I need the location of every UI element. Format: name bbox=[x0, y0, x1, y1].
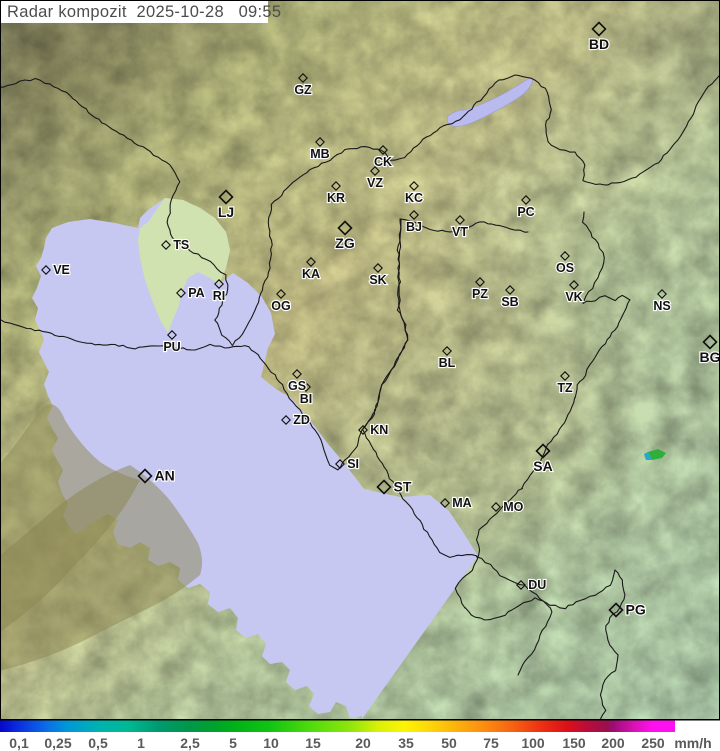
svg-text:1: 1 bbox=[137, 735, 145, 751]
svg-text:AN: AN bbox=[155, 468, 175, 484]
svg-text:SA: SA bbox=[533, 458, 552, 474]
svg-text:ZG: ZG bbox=[335, 235, 355, 251]
svg-text:0,25: 0,25 bbox=[44, 735, 71, 751]
svg-text:MA: MA bbox=[452, 496, 471, 510]
svg-text:KA: KA bbox=[302, 267, 320, 281]
svg-text:MO: MO bbox=[503, 500, 523, 514]
svg-text:LJ: LJ bbox=[218, 204, 234, 220]
svg-text:TZ: TZ bbox=[557, 381, 573, 395]
svg-text:200: 200 bbox=[601, 735, 625, 751]
svg-text:0,1: 0,1 bbox=[9, 735, 29, 751]
svg-text:BD: BD bbox=[589, 36, 609, 52]
svg-text:PU: PU bbox=[163, 340, 180, 354]
svg-text:PZ: PZ bbox=[472, 287, 488, 301]
svg-text:KN: KN bbox=[370, 423, 388, 437]
svg-text:100: 100 bbox=[521, 735, 545, 751]
svg-text:SK: SK bbox=[369, 273, 386, 287]
svg-text:SI: SI bbox=[347, 457, 359, 471]
svg-text:75: 75 bbox=[483, 735, 499, 751]
svg-text:OS: OS bbox=[556, 261, 574, 275]
svg-text:10: 10 bbox=[263, 735, 279, 751]
svg-text:Radar kompozit 2025-10-28 0: Radar kompozit 2025-10-28 09:55 bbox=[7, 3, 281, 21]
svg-text:GZ: GZ bbox=[294, 83, 312, 97]
svg-text:RI: RI bbox=[213, 289, 226, 303]
svg-text:VK: VK bbox=[565, 290, 582, 304]
svg-text:PG: PG bbox=[626, 602, 646, 618]
svg-text:BJ: BJ bbox=[406, 220, 422, 234]
svg-text:GS: GS bbox=[288, 379, 306, 393]
svg-text:OG: OG bbox=[271, 299, 290, 313]
svg-text:VE: VE bbox=[53, 263, 70, 277]
svg-text:mm/h: mm/h bbox=[674, 735, 711, 751]
svg-text:NS: NS bbox=[653, 299, 670, 313]
svg-text:BI: BI bbox=[300, 392, 313, 406]
svg-text:VZ: VZ bbox=[367, 176, 383, 190]
svg-text:PC: PC bbox=[517, 205, 534, 219]
svg-text:MB: MB bbox=[310, 147, 329, 161]
svg-text:BG: BG bbox=[700, 349, 720, 365]
svg-text:KR: KR bbox=[327, 191, 345, 205]
svg-text:KC: KC bbox=[405, 191, 423, 205]
svg-text:SB: SB bbox=[501, 295, 518, 309]
svg-text:VT: VT bbox=[452, 225, 468, 239]
svg-text:BL: BL bbox=[439, 356, 456, 370]
svg-text:5: 5 bbox=[229, 735, 237, 751]
svg-text:PA: PA bbox=[188, 286, 204, 300]
svg-text:DU: DU bbox=[528, 578, 546, 592]
svg-text:20: 20 bbox=[355, 735, 371, 751]
svg-text:CK: CK bbox=[374, 155, 392, 169]
svg-text:TS: TS bbox=[173, 238, 189, 252]
svg-text:2,5: 2,5 bbox=[180, 735, 200, 751]
svg-text:ST: ST bbox=[394, 479, 412, 495]
svg-text:150: 150 bbox=[562, 735, 586, 751]
svg-text:0,5: 0,5 bbox=[88, 735, 108, 751]
svg-text:250: 250 bbox=[641, 735, 665, 751]
svg-text:35: 35 bbox=[398, 735, 414, 751]
svg-text:15: 15 bbox=[305, 735, 321, 751]
svg-text:50: 50 bbox=[441, 735, 457, 751]
svg-text:ZD: ZD bbox=[293, 413, 310, 427]
